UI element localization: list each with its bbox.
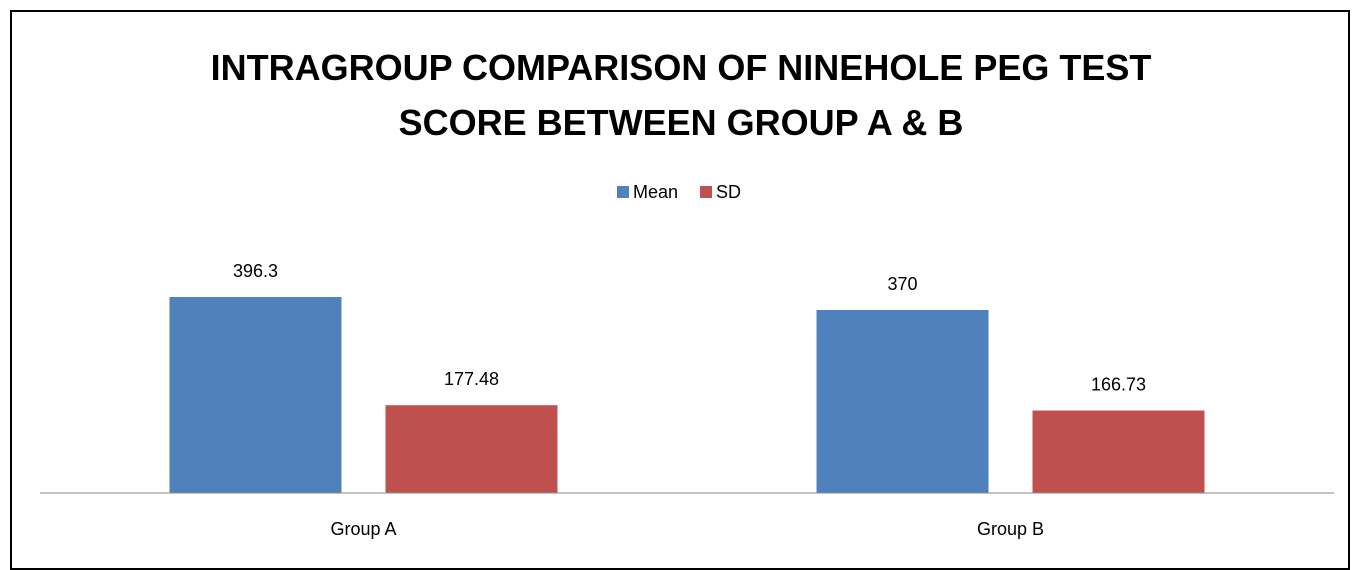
bar xyxy=(816,310,989,493)
legend-swatch xyxy=(700,186,713,198)
chart: Mean SD Group A 396.3 177.48 Group B 370 166.73 xyxy=(40,182,1334,539)
legend-label: Mean xyxy=(633,182,678,202)
value-label: 396.3 xyxy=(233,261,278,281)
legend-swatch xyxy=(617,186,629,198)
bar xyxy=(1032,410,1205,493)
value-label: 370 xyxy=(887,274,917,294)
x-tick-label: Group A xyxy=(330,519,396,539)
chart-title: INTRAGROUP COMPARISON OF NINEHOLE PEG TE… xyxy=(210,47,1152,143)
x-tick-label: Group B xyxy=(977,519,1044,539)
title-box: INTRAGROUP COMPARISON OF NINEHOLE PEG TE… xyxy=(0,40,1362,150)
bar xyxy=(169,297,342,493)
bar xyxy=(385,405,558,493)
page: INTRAGROUP COMPARISON OF NINEHOLE PEG TE… xyxy=(0,10,1362,570)
value-label: 166.73 xyxy=(1091,374,1146,394)
value-label: 177.48 xyxy=(444,369,499,389)
legend-label: SD xyxy=(716,182,741,202)
